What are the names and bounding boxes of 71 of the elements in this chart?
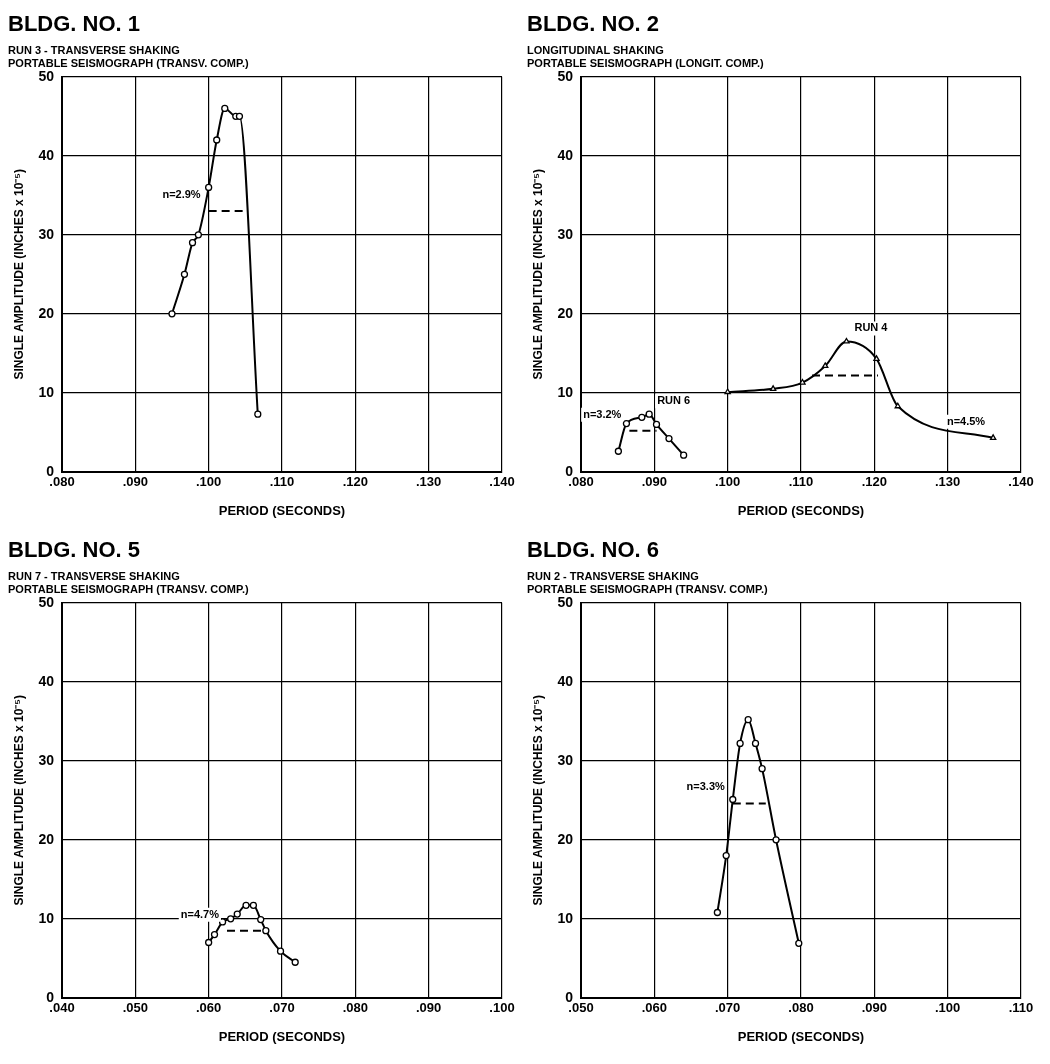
y-tick-label: 0 [46, 462, 55, 479]
chart-title: BLDG. NO. 1 [8, 11, 141, 37]
y-tick-label: 20 [557, 830, 574, 847]
x-axis-title: PERIOD (SECONDS) [218, 502, 346, 518]
y-tick-label: 20 [38, 304, 55, 321]
chart-subtitle: LONGITUDINAL SHAKING PORTABLE SEISMOGRAPH (LONGIT. COMP.) [527, 44, 765, 70]
x-tick-label: .130 [935, 474, 961, 490]
y-tick-label: 40 [557, 672, 574, 689]
x-tick-label: .140 [489, 474, 515, 490]
y-axis-title: SINGLE AMPLITUDE (INCHES x 10⁻⁵) [530, 169, 545, 380]
y-tick-label: 20 [557, 304, 574, 321]
x-tick-label: .070 [269, 1000, 295, 1016]
series-label: RUN 4 [854, 321, 889, 334]
y-tick-label: 50 [557, 593, 574, 610]
x-tick-label: .090 [861, 1000, 887, 1016]
y-tick-label: 50 [557, 67, 574, 84]
x-tick-label: .110 [788, 474, 814, 490]
x-tick-label: .110 [269, 474, 295, 490]
y-tick-label: 40 [557, 146, 574, 163]
y-tick-label: 0 [565, 462, 574, 479]
x-axis-title: PERIOD (SECONDS) [218, 1028, 346, 1044]
chart-title: BLDG. NO. 6 [527, 537, 660, 563]
annotation: n=3.2% [583, 407, 622, 420]
x-tick-label: .060 [195, 1000, 222, 1016]
y-tick-label: 10 [557, 909, 574, 926]
x-tick-label: .100 [195, 474, 222, 490]
y-tick-label: 30 [557, 225, 574, 242]
y-tick-label: 0 [46, 988, 55, 1005]
y-tick-label: 40 [38, 672, 55, 689]
x-tick-label: .090 [416, 1000, 442, 1016]
x-tick-label: .140 [1008, 474, 1034, 490]
chart-subtitle: RUN 3 - TRANSVERSE SHAKING PORTABLE SEISMOGRAPH (TRANSV. COMP.) [8, 44, 249, 70]
x-tick-label: .050 [122, 1000, 148, 1016]
annotation: n=3.3% [686, 780, 725, 793]
x-tick-label: .110 [1008, 1000, 1034, 1016]
annotation: n=4.5% [946, 414, 986, 427]
y-tick-label: 10 [557, 383, 574, 400]
x-tick-label: .060 [641, 1000, 667, 1016]
x-axis-title: PERIOD (SECONDS) [737, 1028, 865, 1044]
y-tick-label: 50 [38, 67, 55, 84]
x-axis-title: PERIOD (SECONDS) [737, 502, 865, 518]
x-tick-label: .080 [788, 1000, 814, 1016]
x-tick-label: .120 [342, 474, 368, 490]
y-tick-label: 10 [38, 383, 55, 400]
y-tick-label: 50 [38, 593, 55, 610]
y-tick-label: 30 [557, 751, 574, 768]
x-tick-label: .100 [714, 474, 741, 490]
y-tick-label: 10 [38, 909, 55, 926]
x-tick-label: .100 [489, 1000, 515, 1016]
series-label: RUN 6 [657, 394, 691, 407]
x-tick-label: .090 [641, 474, 667, 490]
y-tick-label: 30 [38, 225, 55, 242]
y-tick-label: 30 [38, 751, 55, 768]
y-tick-label: 40 [38, 146, 55, 163]
x-tick-label: .070 [714, 1000, 741, 1016]
x-tick-label: .120 [861, 474, 887, 490]
x-tick-label: .130 [416, 474, 442, 490]
annotation: n=4.7% [180, 907, 220, 920]
y-axis-title: SINGLE AMPLITUDE (INCHES x 10⁻⁵) [11, 695, 26, 906]
chart-subtitle: RUN 2 - TRANSVERSE SHAKING PORTABLE SEISMOGRAPH (TRANSV. COMP.) [527, 570, 768, 596]
y-axis-title: SINGLE AMPLITUDE (INCHES x 10⁻⁵) [530, 695, 545, 906]
annotation: n=2.9% [162, 188, 201, 201]
chart-subtitle: RUN 7 - TRANSVERSE SHAKING PORTABLE SEISMOGRAPH (TRANSV. COMP.) [8, 570, 249, 596]
x-tick-label: .100 [935, 1000, 961, 1016]
y-axis-title: SINGLE AMPLITUDE (INCHES x 10⁻⁵) [11, 169, 26, 380]
x-tick-label: .080 [342, 1000, 368, 1016]
y-tick-label: 20 [38, 830, 55, 847]
x-tick-label: .090 [122, 474, 148, 490]
chart-title: BLDG. NO. 2 [527, 11, 660, 37]
chart-title: BLDG. NO. 5 [8, 537, 141, 563]
y-tick-label: 0 [565, 988, 574, 1005]
